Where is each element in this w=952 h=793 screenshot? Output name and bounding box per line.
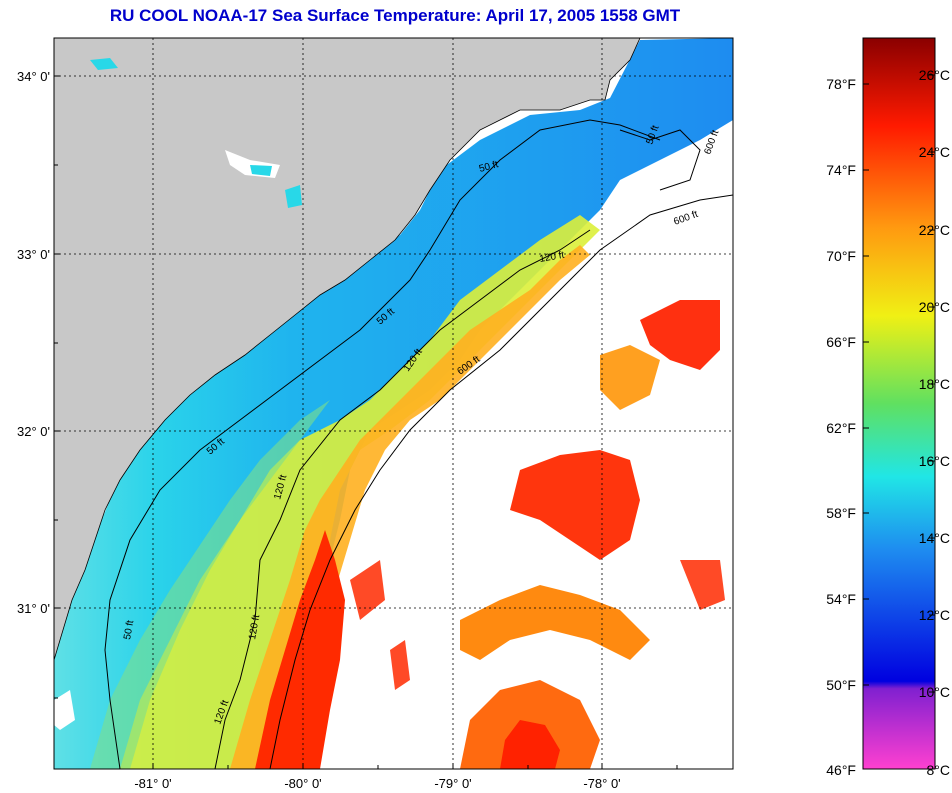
warm-eddy [600,345,660,410]
latitude-labels: 34° 0' 33° 0' 32° 0' 31° 0' [17,69,50,616]
fahrenheit-label: 58°F [826,505,856,521]
celsius-label: 22°C [919,222,950,238]
gulf-stream-core [255,530,345,769]
fahrenheit-label: 50°F [826,677,856,693]
hot-spot [500,720,560,769]
contour-label: 50 ft [122,619,136,640]
map-frame [53,37,734,770]
lon-label: -81° 0' [134,776,171,791]
celsius-label: 12°C [919,607,950,623]
land-area [54,38,641,661]
lon-label: -80° 0' [284,776,321,791]
warm-band-yellow [120,215,600,769]
fahrenheit-label: 66°F [826,334,856,350]
map-grid [54,38,733,769]
fahrenheit-label: 62°F [826,420,856,436]
map-title: RU COOL NOAA-17 Sea Surface Temperature:… [109,6,681,25]
lat-label: 33° 0' [17,247,50,262]
axis-ticks [54,75,678,769]
colorbar: 78°F 74°F 70°F 66°F 62°F 58°F 54°F 50°F 46°F 26°… [826,37,951,778]
inland-water [90,58,118,70]
depth-contours [104,119,733,769]
contour-label: 120 ft [247,614,262,641]
colorbar-gradient [862,37,936,770]
gulf-stream-patch [510,450,640,560]
contour-120ft [214,229,591,769]
fahrenheit-label: 54°F [826,591,856,607]
celsius-label: 24°C [919,144,950,160]
celsius-label: 14°C [919,530,950,546]
longitude-labels: -81° 0' -80° 0' -79° 0' -78° 0' [134,776,620,791]
inland-water [285,185,302,208]
celsius-label: 10°C [919,684,950,700]
fahrenheit-label: 46°F [826,762,856,778]
red-flecks [350,560,725,690]
celsius-label: 26°C [919,67,950,83]
contour-50ft [104,119,661,769]
fahrenheit-label: 78°F [826,76,856,92]
celsius-label: 16°C [919,453,950,469]
contour-label: 120 ft [539,250,566,265]
inland-water [250,165,272,176]
lat-label: 32° 0' [17,424,50,439]
contour-600ft [269,194,733,769]
gulf-stream-patch [640,300,720,370]
lon-label: -79° 0' [434,776,471,791]
lat-label: 31° 0' [17,601,50,616]
celsius-label: 18°C [919,376,950,392]
contour-label: 50 ft [478,159,500,175]
fahrenheit-label: 74°F [826,162,856,178]
fahrenheit-label: 70°F [826,248,856,264]
contour-shelf-north [619,129,701,191]
celsius-label: 8°C [927,762,951,778]
warm-band-green [90,400,330,769]
celsius-label: 20°C [919,299,950,315]
warm-eddy [460,585,650,660]
inland-water [54,690,75,730]
lon-label: -78° 0' [583,776,620,791]
lat-label: 34° 0' [17,69,50,84]
